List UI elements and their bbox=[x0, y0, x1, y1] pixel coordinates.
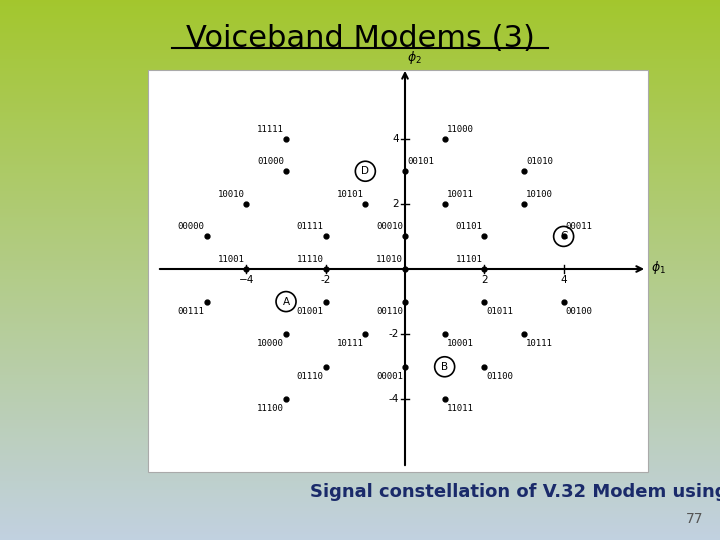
Text: 77: 77 bbox=[685, 512, 703, 526]
Text: 00101: 00101 bbox=[407, 157, 434, 166]
Text: 01001: 01001 bbox=[297, 307, 324, 315]
Text: 01010: 01010 bbox=[526, 157, 553, 166]
Text: 01101: 01101 bbox=[456, 222, 482, 232]
Text: 11010: 11010 bbox=[376, 255, 403, 264]
Text: 10011: 10011 bbox=[446, 190, 474, 199]
Text: 10010: 10010 bbox=[217, 190, 244, 199]
Text: 10101: 10101 bbox=[336, 190, 364, 199]
Text: 10100: 10100 bbox=[526, 190, 553, 199]
Text: B: B bbox=[441, 362, 449, 372]
Text: -2: -2 bbox=[320, 275, 331, 285]
Text: $\phi_1$: $\phi_1$ bbox=[651, 259, 666, 275]
Text: 00011: 00011 bbox=[566, 222, 593, 232]
Text: 11100: 11100 bbox=[257, 404, 284, 413]
Text: 01100: 01100 bbox=[486, 372, 513, 381]
Text: $\phi_2$: $\phi_2$ bbox=[407, 49, 422, 66]
Text: 00111: 00111 bbox=[178, 307, 204, 315]
Text: 11111: 11111 bbox=[257, 125, 284, 134]
Text: -4: -4 bbox=[389, 394, 399, 404]
Text: 2: 2 bbox=[392, 199, 399, 209]
Text: 00010: 00010 bbox=[376, 222, 403, 232]
Text: 4: 4 bbox=[392, 134, 399, 144]
Text: 01110: 01110 bbox=[297, 372, 324, 381]
Text: 00001: 00001 bbox=[376, 372, 403, 381]
Text: 00110: 00110 bbox=[376, 307, 403, 315]
Text: 2: 2 bbox=[481, 275, 487, 285]
Text: 10111: 10111 bbox=[336, 339, 364, 348]
Text: 11001: 11001 bbox=[217, 255, 244, 264]
Bar bbox=[148, 70, 648, 472]
Text: C: C bbox=[560, 232, 567, 241]
Text: 11000: 11000 bbox=[446, 125, 474, 134]
Text: −4: −4 bbox=[239, 275, 254, 285]
Text: Voiceband Modems (3): Voiceband Modems (3) bbox=[186, 24, 534, 53]
Text: 10000: 10000 bbox=[257, 339, 284, 348]
Text: 01011: 01011 bbox=[486, 307, 513, 315]
Text: 11011: 11011 bbox=[446, 404, 474, 413]
Text: 01000: 01000 bbox=[257, 157, 284, 166]
Text: 00000: 00000 bbox=[178, 222, 204, 232]
Text: 11101: 11101 bbox=[456, 255, 482, 264]
Text: -2: -2 bbox=[389, 329, 399, 339]
Text: D: D bbox=[361, 166, 369, 176]
Text: 10001: 10001 bbox=[446, 339, 474, 348]
Text: 4: 4 bbox=[560, 275, 567, 285]
Text: 00100: 00100 bbox=[566, 307, 593, 315]
Text: Signal constellation of V.32 Modem using trellis coding: Signal constellation of V.32 Modem using… bbox=[310, 483, 720, 501]
Text: 10111: 10111 bbox=[526, 339, 553, 348]
Text: 01111: 01111 bbox=[297, 222, 324, 232]
Text: 11110: 11110 bbox=[297, 255, 324, 264]
Text: A: A bbox=[282, 296, 289, 307]
